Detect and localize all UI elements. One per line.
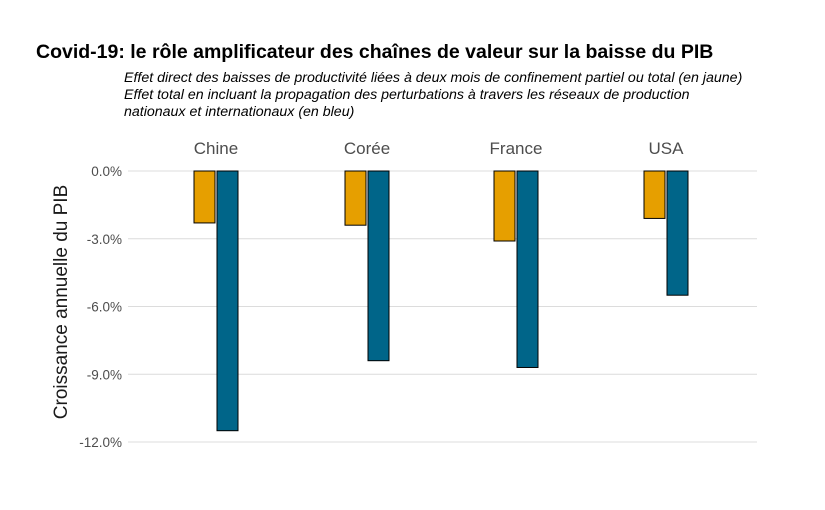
subtitle-line: Effet direct des baisses de productivité… xyxy=(124,70,743,86)
y-tick-label: -6.0% xyxy=(87,300,122,315)
labels: 0.0% -3.0% -6.0% -9.0% -12.0% Chine Corée Franc… xyxy=(79,139,684,450)
category-label: Chine xyxy=(194,139,238,158)
subtitle-line: Effet total en incluant la propagation d… xyxy=(124,87,690,103)
y-axis-title: Croissance annuelle du PIB xyxy=(51,185,72,419)
bar xyxy=(493,170,516,242)
bar xyxy=(666,170,689,296)
bars xyxy=(193,170,689,432)
chart-subtitle: Effet direct des baisses de productivité… xyxy=(124,70,742,121)
bar xyxy=(367,170,390,362)
bar xyxy=(344,170,367,226)
category-label: France xyxy=(490,139,543,158)
y-tick-label: 0.0% xyxy=(91,164,122,179)
y-tick-label: -3.0% xyxy=(87,232,122,247)
bar xyxy=(193,170,216,224)
bar xyxy=(216,170,239,432)
chart-title: Covid-19: le rôle amplificateur des chaî… xyxy=(36,41,714,63)
y-tick-label: -9.0% xyxy=(87,367,122,382)
subtitle-line: nationaux et internationaux (en bleu) xyxy=(124,104,355,120)
y-tick-label: -12.0% xyxy=(79,435,122,450)
bar xyxy=(516,170,539,368)
category-label: Corée xyxy=(344,139,390,158)
category-label: USA xyxy=(649,139,685,158)
bar xyxy=(643,170,666,219)
